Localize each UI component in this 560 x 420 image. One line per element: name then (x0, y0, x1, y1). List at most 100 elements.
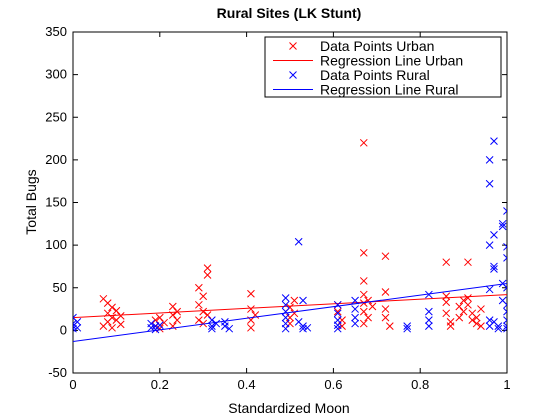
data-point (464, 258, 472, 267)
data-point (73, 317, 82, 326)
data-point (425, 290, 433, 299)
legend-box (264, 36, 502, 98)
data-point (199, 319, 208, 328)
data-point (203, 271, 212, 279)
data-point (385, 322, 394, 330)
y-tick-label: 300 (45, 67, 67, 82)
y-tick-label: 200 (45, 152, 67, 167)
x-axis-title: Standardized Moon (228, 400, 349, 416)
data-point (425, 307, 433, 316)
y-axis-title: Total Bugs (23, 169, 39, 234)
data-point (368, 302, 377, 311)
data-point (281, 300, 290, 309)
x-tick-label: 0 (69, 377, 76, 392)
data-point (503, 242, 507, 251)
x-tick-label: 1 (503, 377, 510, 392)
legend-marker-swatch (289, 71, 297, 79)
data-point (494, 322, 503, 330)
data-point (281, 324, 290, 333)
data-point (442, 258, 451, 267)
data-point (381, 313, 390, 322)
data-point (442, 298, 451, 307)
data-point (73, 323, 82, 332)
data-point (195, 300, 203, 309)
data-point (359, 138, 368, 147)
data-points-urban-group (99, 138, 485, 333)
data-point (446, 322, 455, 330)
data-point (490, 262, 498, 271)
data-point (281, 294, 290, 302)
data-point (381, 288, 390, 296)
data-point (112, 306, 121, 315)
data-point (455, 313, 464, 322)
data-point (208, 322, 216, 330)
data-point (116, 312, 125, 320)
data-point (485, 156, 494, 164)
data-points-rural-group (73, 137, 507, 334)
data-point (351, 296, 359, 305)
data-point (464, 294, 472, 302)
data-point (168, 302, 177, 311)
data-point (299, 322, 307, 330)
data-point (468, 316, 477, 324)
data-point (503, 307, 507, 316)
data-point (503, 283, 507, 292)
data-point (425, 316, 433, 324)
data-point (381, 305, 390, 313)
regression-line-rural-line (73, 282, 507, 342)
data-point (147, 323, 155, 332)
data-point (173, 316, 182, 324)
data-point (359, 290, 368, 299)
data-point (351, 313, 359, 322)
data-point (281, 307, 290, 316)
y-tick-label: 150 (45, 195, 67, 210)
data-point (364, 296, 372, 305)
data-point (333, 321, 342, 330)
data-point (290, 296, 299, 305)
data-point (203, 264, 212, 272)
x-tick-label: 0.6 (324, 377, 342, 392)
data-point (195, 316, 203, 324)
data-point (199, 292, 208, 301)
data-point (503, 207, 507, 215)
data-point (359, 319, 368, 328)
data-point (403, 324, 412, 333)
data-point (459, 307, 468, 316)
data-point (108, 323, 116, 332)
x-tick-label: 0.8 (411, 377, 429, 392)
data-point (221, 322, 229, 330)
data-point (195, 283, 203, 292)
data-point (490, 137, 498, 145)
data-point (503, 300, 507, 309)
data-point (485, 241, 494, 249)
data-point (359, 277, 368, 285)
legend-label: Data Points Urban (320, 38, 434, 54)
data-point (485, 179, 494, 188)
data-point (151, 316, 160, 324)
data-point (225, 324, 234, 333)
data-point (472, 313, 481, 322)
data-point (503, 322, 507, 330)
data-point (455, 302, 464, 311)
y-tick-label: -50 (48, 365, 67, 380)
data-point (442, 292, 451, 301)
data-point (281, 313, 290, 322)
data-point (472, 319, 481, 328)
y-tick-label: 50 (53, 280, 67, 295)
data-point (333, 307, 342, 316)
y-tick-label: 350 (45, 24, 67, 39)
y-tick-label: 0 (60, 322, 67, 337)
data-point (359, 307, 368, 316)
data-point (155, 321, 164, 330)
data-point (485, 285, 494, 294)
data-point (498, 219, 507, 228)
legend-label: Regression Line Urban (320, 53, 463, 69)
data-point (359, 248, 368, 257)
legend-label: Regression Line Rural (320, 82, 459, 98)
data-point (498, 222, 507, 231)
data-point (503, 254, 507, 262)
data-point (333, 300, 342, 309)
data-point (503, 324, 507, 333)
